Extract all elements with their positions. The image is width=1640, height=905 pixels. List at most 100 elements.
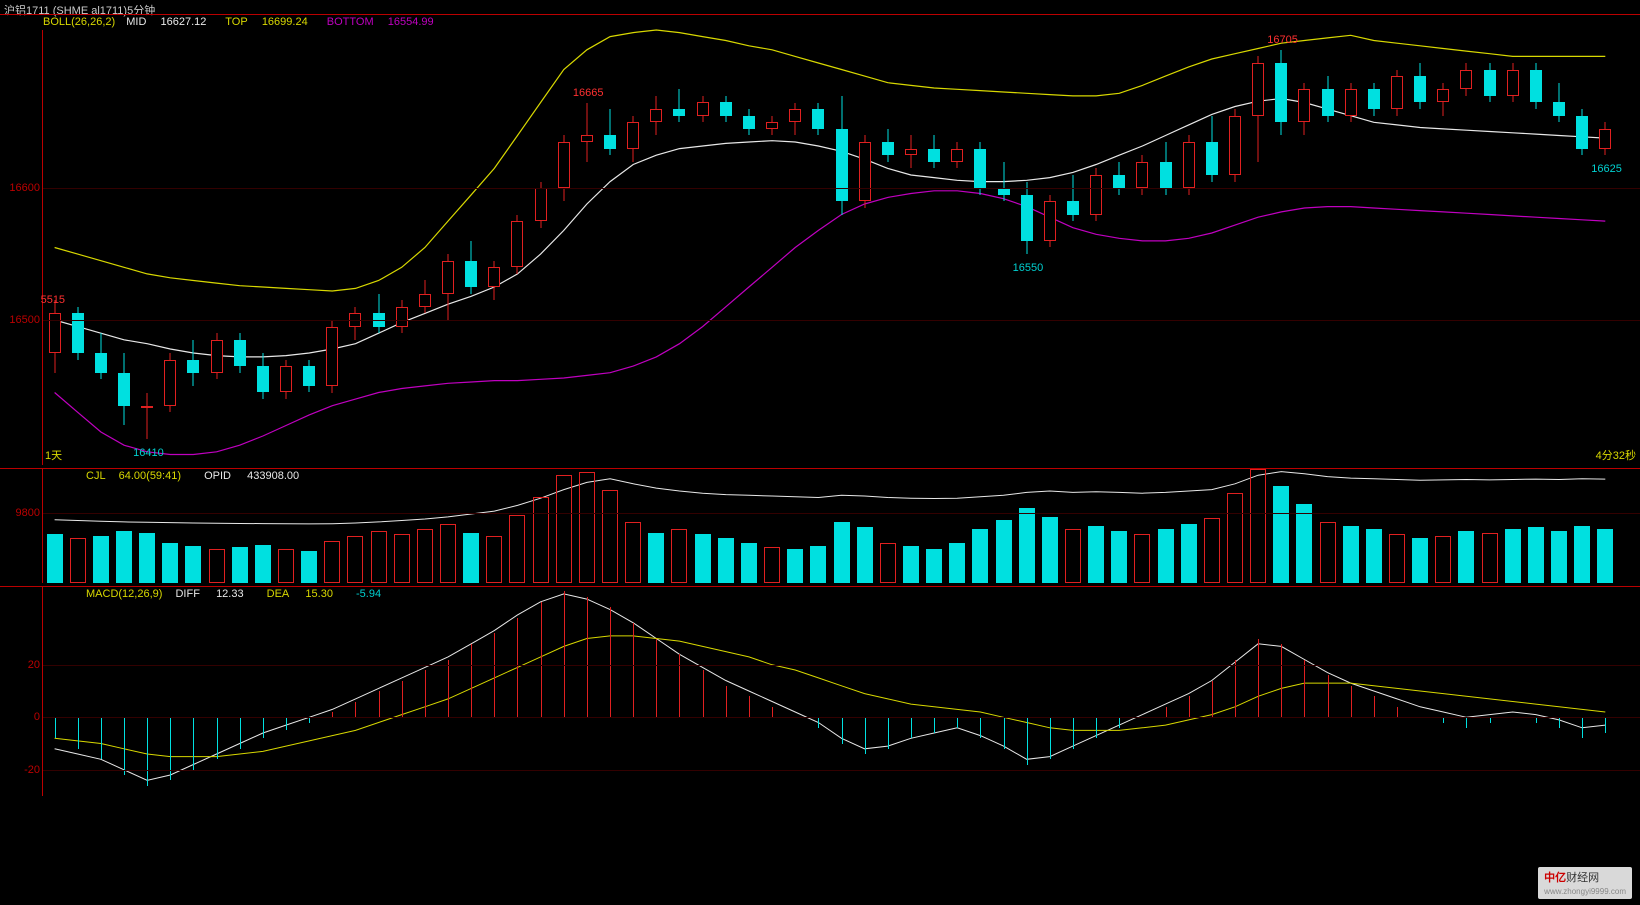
volume-panel[interactable]: 9800 CJL 64.00(59:41) OPID 433908.00 (0, 468, 1640, 583)
macd-bar[interactable] (124, 717, 125, 775)
volume-bar[interactable] (718, 538, 734, 583)
macd-bar[interactable] (263, 717, 264, 738)
volume-bar[interactable] (1227, 493, 1243, 583)
volume-bar[interactable] (1343, 526, 1359, 584)
volume-bar[interactable] (741, 543, 757, 583)
volume-bar[interactable] (1320, 522, 1336, 583)
macd-bar[interactable] (818, 717, 819, 728)
candle[interactable] (556, 135, 572, 201)
macd-bar[interactable] (1559, 717, 1560, 728)
macd-bar[interactable] (1189, 696, 1190, 717)
volume-bar[interactable] (1597, 529, 1613, 583)
candle[interactable] (1412, 63, 1428, 109)
volume-bar[interactable] (671, 529, 687, 583)
volume-bar[interactable] (810, 546, 826, 583)
volume-bar[interactable] (394, 534, 410, 583)
macd-bar[interactable] (703, 670, 704, 717)
volume-bar[interactable] (787, 549, 803, 584)
candle[interactable] (232, 333, 248, 373)
candle[interactable] (486, 261, 502, 301)
candle[interactable] (1181, 135, 1197, 194)
macd-bar[interactable] (1212, 681, 1213, 718)
macd-bar[interactable] (1096, 717, 1097, 738)
macd-bar[interactable] (1605, 717, 1606, 733)
volume-bar[interactable] (764, 547, 780, 583)
macd-bar[interactable] (217, 717, 218, 759)
candle[interactable] (1111, 162, 1127, 195)
macd-bar[interactable] (517, 618, 518, 718)
macd-bar[interactable] (1235, 660, 1236, 718)
candle[interactable] (787, 103, 803, 136)
volume-bar[interactable] (162, 543, 178, 583)
volume-bar[interactable] (834, 522, 850, 583)
macd-bar[interactable] (101, 717, 102, 759)
volume-bar[interactable] (1412, 538, 1428, 583)
volume-bar[interactable] (255, 545, 271, 583)
volume-bar[interactable] (185, 546, 201, 583)
candle[interactable] (1088, 168, 1104, 221)
candle[interactable] (741, 109, 757, 135)
candle[interactable] (903, 135, 919, 168)
macd-bar[interactable] (1351, 686, 1352, 718)
macd-bar[interactable] (425, 670, 426, 717)
volume-bar[interactable] (1065, 529, 1081, 583)
candle[interactable] (1389, 70, 1405, 116)
candle[interactable] (834, 96, 850, 215)
candle[interactable] (1574, 109, 1590, 155)
candle[interactable] (209, 333, 225, 379)
volume-bar[interactable] (509, 515, 525, 583)
candle[interactable] (1065, 175, 1081, 221)
volume-bar[interactable] (579, 472, 595, 583)
macd-bar[interactable] (1397, 707, 1398, 718)
candle[interactable] (255, 353, 271, 399)
macd-bar[interactable] (1281, 644, 1282, 718)
candle[interactable] (648, 96, 664, 136)
candle[interactable] (1273, 50, 1289, 136)
volume-bar[interactable] (209, 549, 225, 584)
candle[interactable] (996, 162, 1012, 202)
candle[interactable] (1019, 182, 1035, 255)
candle[interactable] (1597, 122, 1613, 155)
macd-bar[interactable] (911, 717, 912, 738)
candle[interactable] (718, 96, 734, 122)
volume-bar[interactable] (1111, 531, 1127, 583)
candle[interactable] (70, 307, 86, 360)
candle[interactable] (116, 353, 132, 426)
volume-bar[interactable] (972, 529, 988, 583)
macd-bar[interactable] (610, 607, 611, 717)
volume-bar[interactable] (1528, 527, 1544, 583)
candle[interactable] (324, 320, 340, 393)
volume-bar[interactable] (857, 527, 873, 583)
volume-bar[interactable] (1134, 534, 1150, 583)
volume-bar[interactable] (949, 543, 965, 583)
macd-bar[interactable] (1166, 707, 1167, 718)
macd-bar[interactable] (656, 639, 657, 718)
macd-bar[interactable] (957, 717, 958, 728)
candle[interactable] (185, 340, 201, 386)
candle[interactable] (509, 215, 525, 274)
candle[interactable] (301, 360, 317, 393)
candle[interactable] (602, 109, 618, 155)
macd-bar[interactable] (772, 707, 773, 718)
volume-bar[interactable] (996, 520, 1012, 583)
volume-bar[interactable] (1273, 486, 1289, 583)
candle[interactable] (579, 103, 595, 162)
macd-bar[interactable] (494, 633, 495, 717)
macd-bar[interactable] (980, 717, 981, 738)
macd-bar[interactable] (633, 623, 634, 718)
volume-bar[interactable] (70, 538, 86, 583)
volume-bar[interactable] (139, 533, 155, 583)
macd-bar[interactable] (402, 681, 403, 718)
candle[interactable] (1250, 56, 1266, 161)
macd-bar[interactable] (286, 717, 287, 730)
volume-bar[interactable] (116, 531, 132, 583)
candle[interactable] (93, 333, 109, 379)
macd-bar[interactable] (1050, 717, 1051, 759)
volume-bar[interactable] (556, 475, 572, 583)
candle[interactable] (1343, 83, 1359, 123)
volume-bar[interactable] (1366, 529, 1382, 583)
macd-bar[interactable] (1004, 717, 1005, 749)
macd-bar[interactable] (679, 654, 680, 717)
macd-bar[interactable] (1466, 717, 1467, 728)
macd-bar[interactable] (1304, 660, 1305, 718)
